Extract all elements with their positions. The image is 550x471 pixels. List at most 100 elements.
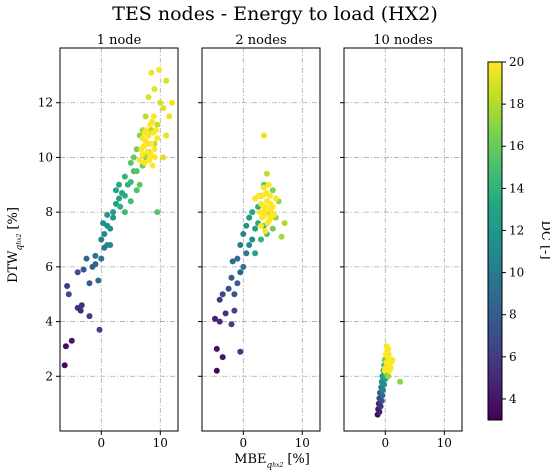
data-point [169,99,176,106]
data-point [249,209,256,216]
data-point [281,220,288,227]
panel-title: 10 nodes [373,33,433,48]
data-point [68,337,75,344]
data-point [110,214,117,221]
y-tick-label: 10 [38,150,53,164]
data-point [133,168,140,175]
data-point [231,307,238,314]
data-point [150,113,157,120]
data-point [144,140,151,147]
data-point [258,236,264,243]
data-point [263,170,270,177]
data-point [228,321,235,328]
data-point [98,255,105,262]
data-point [243,250,250,257]
data-point [133,146,140,153]
data-point [237,269,244,276]
data-point [64,283,71,289]
panel-title: 1 node [97,33,142,48]
y-axis-label-unit: [%] [6,207,21,230]
data-point [149,118,155,125]
data-point [154,121,161,128]
data-point [385,373,392,380]
data-point [78,302,85,309]
data-point [222,310,229,317]
data-point [86,313,93,320]
data-point [152,154,158,161]
data-point [264,220,271,227]
data-point [92,261,99,268]
data-point [96,326,103,333]
colorbar-tick-label: 16 [509,139,524,153]
data-point [141,159,148,166]
data-point [237,242,244,248]
data-point [148,69,155,76]
data-point [61,362,68,369]
data-point [139,151,146,158]
data-point [149,162,156,169]
data-point [142,129,148,136]
data-point [376,408,383,415]
data-point [377,403,384,410]
data-point [234,280,241,287]
data-point [107,225,114,232]
data-point [92,252,99,259]
data-point [116,181,122,188]
data-point [262,228,269,235]
data-point [234,255,241,262]
data-point [154,209,161,216]
data-point [219,291,226,298]
data-point [151,146,158,153]
data-point [136,157,143,164]
data-point [146,157,153,164]
colorbar-tick-label: 18 [509,97,524,111]
data-point [269,203,276,210]
data-point [262,211,269,218]
panel-title: 2 nodes [235,33,286,48]
data-point [139,135,146,142]
y-tick-label: 8 [45,205,53,219]
y-tick-label: 12 [38,96,53,110]
data-point [145,94,152,101]
data-point [116,195,122,202]
data-point [133,187,140,194]
data-point [237,348,244,355]
data-point [249,236,256,243]
colorbar-tick-label: 20 [509,55,524,69]
data-point [121,192,128,199]
scatter-panels: 1 node 0 10 2 4 6 8 10 12 2 nodes 0 10 10 nodes 0 10 [38,33,463,450]
data-point [231,291,238,298]
data-point [98,236,105,243]
colorbar-tick-label: 12 [509,223,524,237]
chart-title: TES nodes - Energy to load (HX2) [112,3,437,25]
data-point [157,99,164,106]
data-point [163,132,170,139]
colorbar-gradient [487,61,503,421]
data-point [83,255,90,262]
data-point [127,179,134,185]
y-tick-label: 6 [45,260,53,274]
colorbar-tick-label: 8 [509,308,517,322]
data-point [228,274,235,281]
data-point [260,132,267,139]
data-point [278,233,285,240]
data-point [153,127,160,134]
data-point [269,225,276,232]
data-point [80,266,87,273]
data-point [389,356,396,363]
data-point [219,354,226,361]
data-point [246,214,253,221]
data-point [213,345,220,352]
x-tick-label: 10 [295,436,310,450]
y-tick-label: 2 [45,369,53,383]
colorbar-label: DC [-] [538,220,550,259]
data-point [381,381,388,388]
data-point [260,184,267,191]
data-point [127,198,134,205]
data-point [212,315,218,322]
panel-1: 1 node 0 10 2 4 6 8 10 12 [38,33,179,450]
x-axis-label-unit: [%] [287,452,310,467]
data-point [136,181,143,188]
panel-2: 2 nodes 0 10 [198,33,321,450]
data-point [225,285,232,292]
